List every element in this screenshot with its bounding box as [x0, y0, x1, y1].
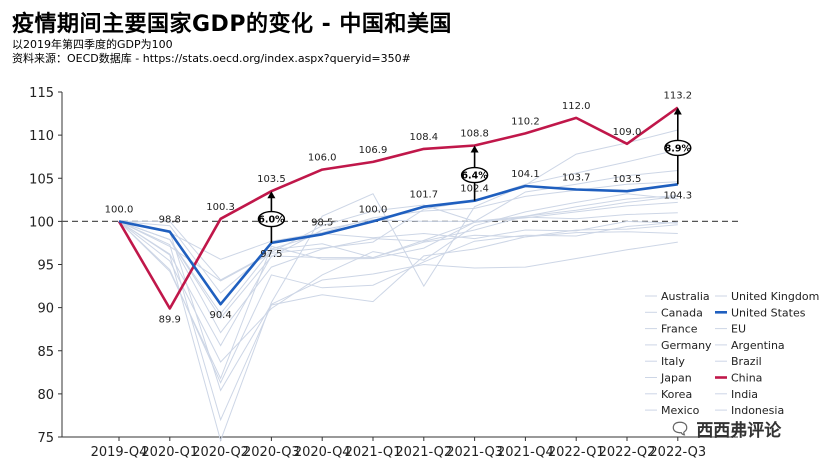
- legend-label: China: [731, 372, 762, 385]
- y-tick-label: 90: [37, 302, 54, 317]
- legend-label: Italy: [661, 355, 685, 368]
- y-tick-label: 95: [37, 259, 54, 274]
- data-label-united-states: 104.1: [511, 169, 540, 180]
- series-line-indonesia: [118, 149, 678, 282]
- data-label-china: 100.3: [206, 202, 235, 213]
- wechat-icon: 🗨: [670, 419, 691, 438]
- legend-label: France: [661, 323, 698, 336]
- series-line-united-kingdom: [118, 220, 678, 422]
- data-label-china: 112.0: [562, 101, 591, 112]
- x-tick-label: 2021-Q2: [395, 445, 452, 460]
- chart-title: 疫情期间主要国家GDP的变化 - 中国和美国: [12, 12, 452, 37]
- legend-label: India: [731, 388, 758, 401]
- gap-arrow-head: [470, 145, 479, 153]
- data-label-united-states: 97.5: [260, 249, 282, 260]
- x-tick-label: 2020-Q1: [141, 445, 198, 460]
- gap-label-text: 6.4%: [461, 171, 488, 182]
- y-tick-label: 115: [29, 86, 54, 101]
- series-line-germany: [118, 220, 678, 315]
- data-label-united-states: 98.5: [311, 217, 333, 228]
- data-label-united-states: 103.7: [562, 172, 591, 183]
- data-label-china: 108.8: [460, 128, 489, 139]
- y-tick-label: 85: [37, 345, 54, 360]
- legend-label: Korea: [661, 388, 692, 401]
- data-label-china: 106.0: [308, 153, 337, 164]
- legend-label: EU: [731, 323, 746, 336]
- series-line-eu: [118, 201, 678, 347]
- legend-label: Canada: [661, 306, 703, 319]
- legend-label: Germany: [661, 339, 712, 352]
- data-label-united-states: 98.8: [159, 215, 181, 226]
- data-label-china: 89.9: [159, 314, 181, 325]
- series-line-australia: [119, 170, 678, 281]
- series-line-china: [117, 106, 679, 310]
- data-source: 资料来源：OECD数据库 - https://stats.oecd.org/in…: [12, 52, 411, 65]
- data-label-china: 103.5: [257, 174, 286, 185]
- series-line-argentina: [118, 193, 678, 363]
- data-label-united-states: 101.7: [409, 190, 438, 201]
- y-tick-label: 105: [29, 172, 54, 187]
- series-line-brazil: [118, 195, 678, 319]
- gap-label-badge: [257, 210, 286, 228]
- watermark-text: 西西弗评论: [696, 421, 782, 441]
- legend-label: Argentina: [731, 339, 785, 352]
- data-label-united-states: 103.5: [613, 174, 642, 185]
- series-line-india: [118, 129, 678, 443]
- y-tick-label: 110: [29, 129, 54, 144]
- series-line-united-states: [118, 183, 678, 306]
- data-label-china: 100.0: [105, 204, 134, 215]
- gap-label-text: 8.9%: [665, 143, 692, 154]
- legend-label: United States: [731, 306, 806, 319]
- series-line-japan: [118, 220, 678, 294]
- x-tick-label: 2021-Q1: [345, 445, 402, 460]
- chart-subtitle: 以2019年第四季度的GDP为100: [12, 38, 173, 51]
- data-label-united-states: 100.0: [359, 204, 388, 215]
- y-tick-label: 75: [37, 431, 54, 446]
- x-tick-label: 2022-Q2: [599, 445, 656, 460]
- watermark: 🗨 西西弗评论: [670, 416, 781, 441]
- gap-label-text: 6.0%: [258, 215, 285, 226]
- legend-label: Japan: [660, 372, 692, 385]
- y-tick-label: 80: [37, 388, 54, 403]
- gap-label-badge: [460, 166, 489, 184]
- data-label-china: 106.9: [359, 145, 388, 156]
- legend-label: Brazil: [731, 355, 762, 368]
- x-tick-label: 2021-Q3: [446, 445, 503, 460]
- x-tick-label: 2020-Q2: [192, 445, 249, 460]
- x-tick-label: 2020-Q3: [243, 445, 300, 460]
- gap-arrow-head: [673, 107, 682, 115]
- legend-label: United Kingdom: [731, 290, 819, 303]
- gap-label-badge: [664, 139, 692, 157]
- x-tick-label: 2021-Q4: [497, 445, 554, 460]
- legend-label: Indonesia: [731, 404, 784, 417]
- x-tick-label: 2020-Q4: [294, 445, 351, 460]
- data-label-china: 113.2: [663, 91, 692, 102]
- data-label-china: 110.2: [511, 116, 540, 127]
- gap-arrow-head: [267, 191, 276, 199]
- legend-label: Mexico: [661, 404, 700, 417]
- data-label-china: 109.0: [613, 127, 642, 138]
- data-label-united-states: 104.3: [663, 190, 692, 201]
- data-label-united-states: 90.4: [209, 310, 231, 321]
- data-label-china: 108.4: [409, 132, 438, 143]
- series-line-mexico: [118, 220, 678, 392]
- y-tick-label: 100: [29, 215, 54, 230]
- series-line-france: [118, 212, 678, 380]
- legend-label: Australia: [661, 290, 710, 303]
- x-tick-label: 2019-Q4: [91, 445, 148, 460]
- x-tick-label: 2022-Q1: [548, 445, 605, 460]
- x-tick-label: 2022-Q3: [649, 445, 706, 460]
